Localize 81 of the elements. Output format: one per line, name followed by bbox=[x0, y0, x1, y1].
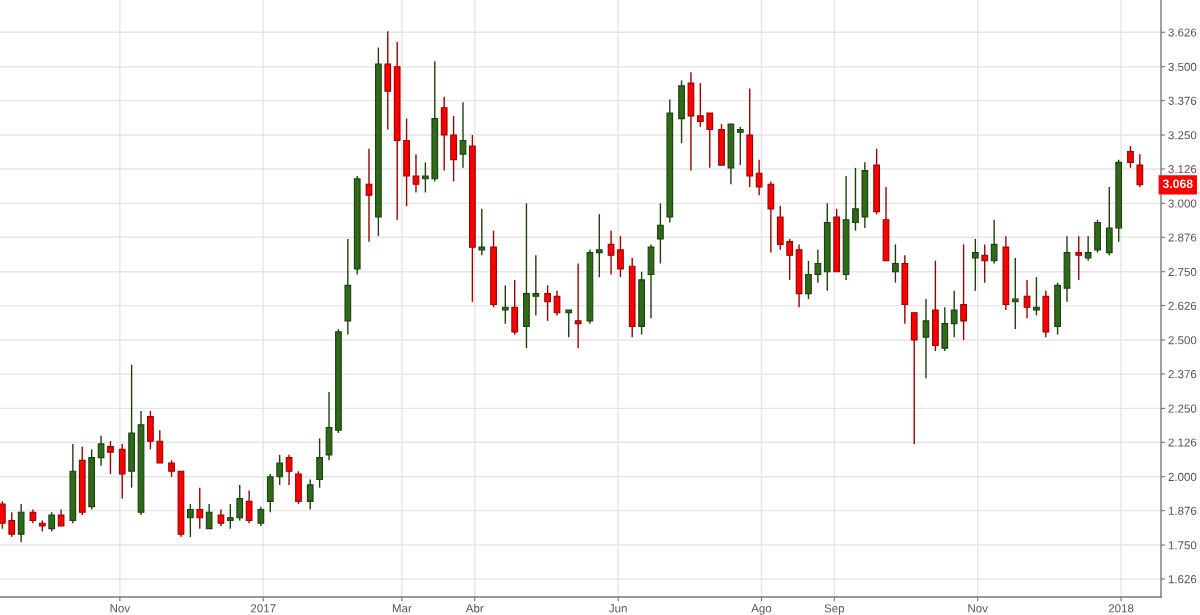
candlestick bbox=[236, 484, 244, 522]
candlestick bbox=[306, 478, 314, 511]
candlestick bbox=[1011, 257, 1019, 330]
candlestick bbox=[1033, 276, 1040, 317]
candlestick bbox=[205, 503, 213, 530]
x-tick-label: Mar bbox=[392, 604, 412, 613]
candlestick bbox=[755, 158, 763, 196]
candlestick bbox=[17, 503, 25, 544]
candlestick bbox=[736, 126, 744, 166]
candlestick bbox=[595, 213, 603, 278]
candlestick bbox=[960, 243, 967, 341]
x-tick-label: 2017 bbox=[250, 604, 276, 613]
candlestick bbox=[1084, 235, 1092, 262]
x-tick-label: Nov bbox=[110, 604, 131, 613]
candlestick bbox=[1127, 145, 1134, 169]
candlestick bbox=[574, 262, 582, 349]
candlestick bbox=[805, 260, 812, 300]
candlestick bbox=[365, 148, 373, 243]
candlestick bbox=[0, 500, 6, 530]
candlestick bbox=[156, 429, 164, 464]
candlestick bbox=[607, 230, 615, 276]
candlestick bbox=[1136, 153, 1144, 188]
y-tick-label: 3.626 bbox=[1168, 28, 1197, 37]
y-tick-label: 2.750 bbox=[1168, 267, 1197, 276]
candlestick bbox=[8, 511, 16, 538]
x-tick-label: Ago bbox=[751, 604, 772, 615]
candlestick bbox=[922, 298, 930, 380]
y-tick-label: 2.250 bbox=[1168, 404, 1197, 413]
candlestick bbox=[990, 219, 998, 265]
candlestick bbox=[186, 503, 194, 538]
candlestick bbox=[196, 486, 204, 530]
candlestick bbox=[1023, 279, 1031, 319]
y-tick-label: 1.876 bbox=[1168, 506, 1197, 515]
candlestick bbox=[1075, 235, 1083, 281]
y-tick-label: 2.126 bbox=[1168, 438, 1197, 447]
y-tick-label: 3.376 bbox=[1168, 96, 1197, 105]
y-tick-label: 3.000 bbox=[1168, 199, 1197, 208]
candlestick bbox=[97, 435, 105, 467]
candlestick bbox=[971, 238, 979, 292]
candlestick bbox=[48, 511, 56, 533]
candlestick bbox=[257, 506, 265, 527]
candlestick bbox=[696, 82, 704, 128]
annotation: 3.068 bbox=[1162, 179, 1193, 189]
y-tick-label: 3.500 bbox=[1168, 62, 1197, 71]
candlestick bbox=[459, 101, 467, 169]
candlestick bbox=[532, 254, 540, 317]
y-tick-label: 3.250 bbox=[1168, 131, 1197, 140]
y-tick-label: 1.626 bbox=[1168, 575, 1197, 584]
x-tick-label: Sep bbox=[824, 604, 845, 615]
candlestick bbox=[478, 208, 486, 257]
x-tick-label: 2018 bbox=[1108, 604, 1134, 613]
y-tick-label: 1.750 bbox=[1168, 541, 1197, 550]
candlestick bbox=[657, 202, 664, 265]
y-tick-label: 2.500 bbox=[1168, 336, 1197, 345]
candlestick bbox=[412, 153, 420, 194]
candlestick bbox=[892, 243, 899, 284]
candlestick bbox=[950, 290, 958, 339]
candlestick bbox=[981, 243, 989, 284]
x-tick-label: Abr bbox=[465, 603, 484, 613]
y-tick-label: 2.626 bbox=[1168, 301, 1197, 310]
candlestick bbox=[285, 454, 293, 486]
candlestick bbox=[316, 437, 324, 489]
candlestick bbox=[814, 249, 822, 284]
candlestick bbox=[617, 235, 624, 278]
candlestick bbox=[501, 284, 509, 325]
candlestick bbox=[245, 489, 253, 524]
x-tick-label: Jun bbox=[608, 604, 627, 613]
candlestick bbox=[226, 503, 234, 530]
candlestick bbox=[107, 440, 114, 475]
candlestick bbox=[706, 112, 714, 169]
candlestick bbox=[565, 309, 573, 339]
candlestick bbox=[852, 167, 859, 232]
y-tick-label: 3.126 bbox=[1168, 165, 1197, 174]
candlestick bbox=[544, 284, 551, 322]
x-tick-label: Nov bbox=[968, 604, 988, 613]
y-tick-label: 2.876 bbox=[1168, 233, 1197, 242]
candlestick bbox=[276, 454, 284, 486]
y-tick-label: 2.376 bbox=[1168, 370, 1197, 379]
candlestick bbox=[422, 161, 429, 194]
candlestick bbox=[786, 238, 794, 281]
y-tick-label: 2.000 bbox=[1168, 472, 1197, 482]
